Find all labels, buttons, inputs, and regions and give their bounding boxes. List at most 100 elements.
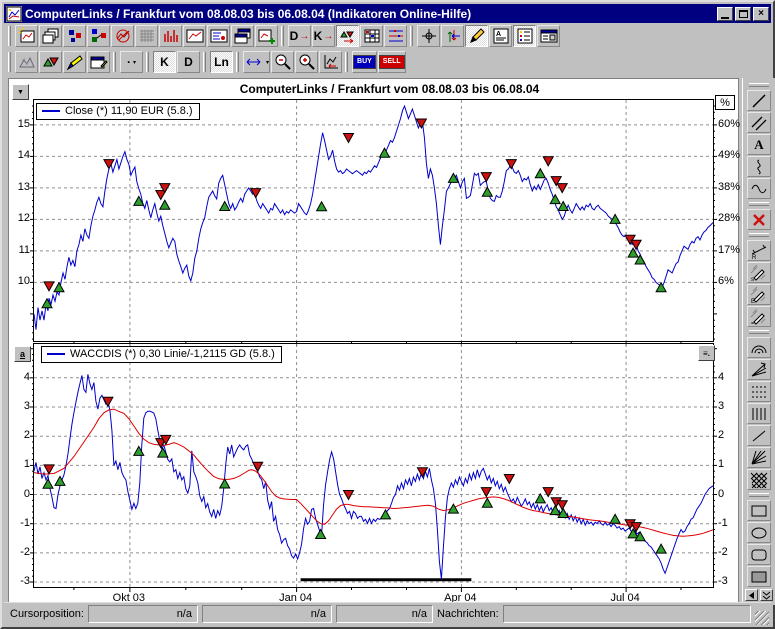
toolbar-grip bbox=[236, 52, 239, 72]
y-axis-label: -2 bbox=[20, 545, 30, 558]
trendline-tool[interactable] bbox=[747, 90, 771, 111]
close-button[interactable]: × bbox=[753, 6, 769, 21]
crosshatch-tool[interactable] bbox=[747, 469, 771, 490]
text-tool[interactable]: A bbox=[747, 134, 771, 155]
toolbar-grip bbox=[113, 52, 116, 72]
crosshair-icon[interactable] bbox=[417, 25, 440, 47]
panel-collapse-button[interactable]: ▼ bbox=[12, 84, 29, 100]
toolbar-grip bbox=[749, 202, 769, 206]
toolbar-grip bbox=[203, 52, 206, 72]
histogram-icon[interactable] bbox=[159, 25, 182, 47]
y-axis-label: -1 bbox=[20, 516, 30, 529]
wave-tool[interactable] bbox=[747, 178, 771, 199]
add-chart-icon[interactable] bbox=[255, 25, 278, 47]
zoom-in-icon[interactable] bbox=[295, 51, 319, 73]
x-axis-label: Jan 04 bbox=[279, 592, 313, 604]
fib-retracement-tool[interactable] bbox=[747, 381, 771, 402]
matrix-icon[interactable] bbox=[360, 25, 383, 47]
y-axis-label: 2 bbox=[23, 429, 30, 442]
panel-layout-icon[interactable] bbox=[537, 25, 560, 47]
toolbar-grip bbox=[281, 26, 284, 46]
minimize-button[interactable] bbox=[717, 6, 733, 21]
transfer-icon[interactable] bbox=[87, 25, 110, 47]
toolbar-grip bbox=[8, 52, 11, 72]
svg-text:s: s bbox=[751, 277, 754, 283]
hatch-pencil-s-tool[interactable]: s bbox=[747, 262, 771, 283]
period-dot-button[interactable]: · ▾ bbox=[120, 51, 143, 73]
cascade-windows-icon[interactable] bbox=[231, 25, 254, 47]
candle-button[interactable]: K bbox=[153, 51, 176, 73]
hatch-pencil-e-tool[interactable]: E bbox=[747, 284, 771, 305]
sell-button[interactable]: SELL bbox=[377, 51, 406, 73]
freehand-tool[interactable] bbox=[747, 156, 771, 177]
price-panel[interactable] bbox=[30, 99, 717, 346]
new-chart-icon[interactable] bbox=[15, 25, 38, 47]
show-signals-button[interactable] bbox=[336, 25, 359, 47]
resize-grip[interactable] bbox=[755, 611, 769, 625]
scatter-chart-icon[interactable] bbox=[63, 25, 86, 47]
line-chart-icon[interactable] bbox=[183, 25, 206, 47]
toolbar-grip bbox=[749, 233, 769, 237]
chart-info-icon[interactable] bbox=[207, 25, 230, 47]
buy-sell-triangles-icon[interactable] bbox=[39, 51, 62, 73]
messages-label: Nachrichten: bbox=[436, 608, 499, 620]
signals-off-icon[interactable] bbox=[111, 25, 134, 47]
indicator-panel[interactable] bbox=[30, 343, 717, 592]
copy-chart-icon[interactable] bbox=[39, 25, 62, 47]
x-axis-label: Okt 03 bbox=[112, 592, 146, 604]
fib-arcs-tool[interactable] bbox=[747, 337, 771, 358]
hatch-pencil-g-tool[interactable]: = bbox=[747, 306, 771, 327]
buy-button[interactable]: BUY bbox=[352, 51, 377, 73]
panel-options-button[interactable]: ≡. bbox=[698, 345, 715, 361]
legend-list-icon[interactable] bbox=[513, 25, 536, 47]
scale-arrows-icon[interactable] bbox=[441, 25, 464, 47]
panel-a-button[interactable]: a bbox=[14, 346, 31, 362]
axis-shift-icon[interactable] bbox=[319, 51, 343, 73]
indicator-legend[interactable]: WACCDIS (*) 0,30 Linie/-1,2115 GD (5.8.) bbox=[41, 346, 282, 363]
legend-line-sample bbox=[47, 353, 65, 355]
ellipse-tool[interactable] bbox=[747, 522, 771, 543]
maximize-button[interactable] bbox=[735, 6, 751, 21]
status-bar: Cursorposition: n/a n/a n/a Nachrichten: bbox=[4, 602, 771, 625]
time-zones-tool[interactable] bbox=[747, 403, 771, 424]
zoom-out-icon[interactable] bbox=[271, 51, 295, 73]
parallel-lines-tool[interactable] bbox=[747, 112, 771, 133]
k-transfer-button[interactable]: K → bbox=[312, 25, 335, 47]
y-axis-label: 12 bbox=[17, 212, 30, 225]
draw-pencil-icon[interactable] bbox=[465, 25, 488, 47]
svg-text:=: = bbox=[751, 321, 755, 327]
bar-button[interactable]: D bbox=[177, 51, 200, 73]
d-transfer-button[interactable]: D → bbox=[288, 25, 311, 47]
y-axis-label: 3 bbox=[718, 400, 725, 412]
bar-spacing-button[interactable]: ▾ bbox=[243, 51, 271, 73]
diagonal-line-tool[interactable] bbox=[747, 425, 771, 446]
price-plot[interactable] bbox=[30, 100, 717, 346]
y-axis-label: 14 bbox=[17, 149, 30, 162]
scroll-page-button[interactable] bbox=[760, 589, 773, 601]
chart-toolbar: · ▾ K D Ln ▾ BUY SELL bbox=[4, 49, 737, 75]
y-axis-label: 15 bbox=[17, 117, 30, 130]
scroll-left-button[interactable] bbox=[745, 589, 758, 601]
data-table-icon[interactable] bbox=[135, 25, 158, 47]
indicator-plot[interactable] bbox=[30, 344, 717, 592]
svg-text:A: A bbox=[496, 31, 501, 38]
delete-drawing-tool[interactable] bbox=[747, 209, 771, 230]
marker-pen-icon[interactable] bbox=[63, 51, 86, 73]
log-scale-button[interactable]: Ln bbox=[210, 51, 233, 73]
notes-icon[interactable]: A bbox=[489, 25, 512, 47]
rounded-rect-tool[interactable] bbox=[747, 544, 771, 565]
y-axis-label: 4 bbox=[718, 370, 725, 383]
rectangle-tool[interactable] bbox=[747, 500, 771, 521]
app-icon[interactable] bbox=[6, 5, 22, 22]
properties-icon[interactable] bbox=[87, 51, 110, 73]
levels-icon[interactable] bbox=[384, 25, 407, 47]
percent-axis-label: 38% bbox=[718, 180, 741, 193]
mountain-icon[interactable] bbox=[15, 51, 38, 73]
filled-rect-tool[interactable] bbox=[747, 566, 771, 587]
price-legend[interactable]: Close (*) 11,90 EUR (5.8.) bbox=[36, 103, 200, 120]
y-axis-label: 11 bbox=[18, 243, 30, 256]
fib-fan-tool[interactable] bbox=[747, 359, 771, 380]
regression-tool[interactable]: R bbox=[747, 240, 771, 261]
x-axis-label: Apr 04 bbox=[444, 592, 477, 604]
gann-fan-tool[interactable] bbox=[747, 447, 771, 468]
